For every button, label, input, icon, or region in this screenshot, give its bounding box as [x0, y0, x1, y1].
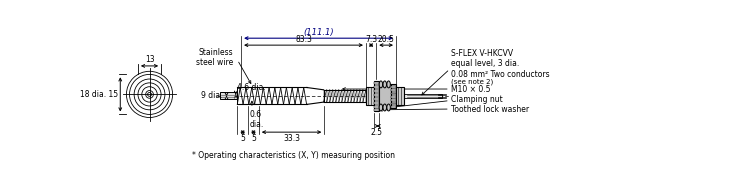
Bar — [366, 87, 374, 105]
Bar — [391, 99, 396, 101]
Text: 9 dia.: 9 dia. — [201, 91, 223, 101]
Bar — [374, 86, 379, 88]
Text: 5: 5 — [240, 134, 245, 143]
Text: 7.3: 7.3 — [365, 35, 377, 44]
Text: 0.6
dia.: 0.6 dia. — [250, 110, 264, 129]
Bar — [379, 84, 391, 108]
Bar — [391, 84, 396, 108]
Text: 18 dia. 15: 18 dia. 15 — [80, 90, 118, 99]
Text: * Operating characteristics (X, Y) measuring position: * Operating characteristics (X, Y) measu… — [192, 151, 394, 160]
Bar — [374, 94, 379, 96]
Ellipse shape — [387, 104, 390, 111]
Bar — [374, 82, 379, 84]
Text: M10 × 0.5: M10 × 0.5 — [452, 85, 491, 94]
Bar — [396, 87, 404, 105]
Bar — [391, 96, 396, 98]
Bar — [374, 106, 379, 108]
Ellipse shape — [387, 81, 390, 88]
Bar — [374, 81, 379, 111]
Text: 20.5: 20.5 — [378, 35, 394, 44]
Text: Toothed lock washer: Toothed lock washer — [452, 105, 530, 114]
Text: 5: 5 — [251, 134, 256, 143]
Text: 13: 13 — [145, 55, 154, 64]
Bar — [374, 109, 379, 111]
Text: 83.3: 83.3 — [295, 35, 312, 44]
Bar — [391, 106, 396, 108]
Bar — [391, 89, 396, 91]
Ellipse shape — [383, 81, 386, 88]
Bar — [220, 93, 237, 99]
Text: (see note 2): (see note 2) — [452, 79, 494, 85]
Text: (111.1): (111.1) — [303, 28, 334, 37]
Text: Clamping nut: Clamping nut — [452, 95, 503, 104]
Bar — [391, 86, 396, 88]
Ellipse shape — [380, 104, 382, 111]
Bar — [404, 94, 442, 98]
Text: 4.6 dia.: 4.6 dia. — [237, 83, 266, 92]
Bar — [374, 98, 379, 100]
Bar — [391, 93, 396, 94]
Bar — [374, 102, 379, 104]
Bar — [374, 90, 379, 92]
Ellipse shape — [380, 81, 382, 88]
Text: Stainless
steel wire: Stainless steel wire — [196, 48, 233, 67]
Ellipse shape — [383, 104, 386, 111]
Text: 2.5: 2.5 — [370, 127, 382, 137]
Text: 33.3: 33.3 — [283, 134, 300, 143]
Text: S-FLEX V-HKCVV
equal level, 3 dia.
0.08 mm² Two conductors: S-FLEX V-HKCVV equal level, 3 dia. 0.08 … — [452, 49, 550, 78]
Bar — [391, 103, 396, 104]
